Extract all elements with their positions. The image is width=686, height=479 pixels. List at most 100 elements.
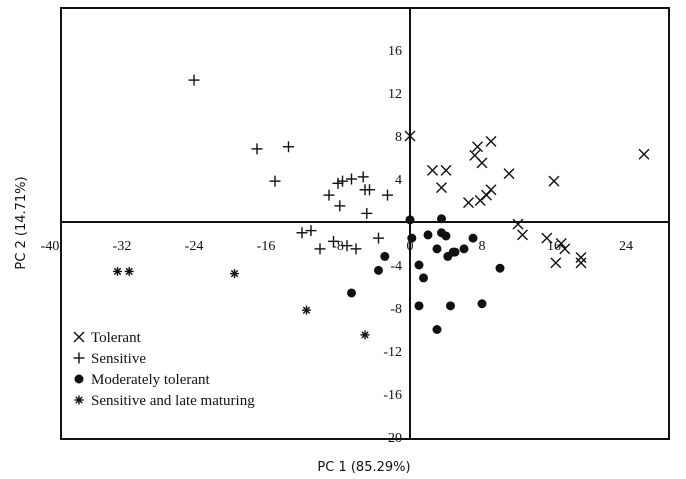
marker-dot — [495, 263, 505, 273]
sensitive-point — [283, 141, 294, 153]
x-tick-label: -8 — [332, 239, 344, 254]
y-tick-label: -20 — [383, 431, 402, 446]
legend-item-moderately-tolerant: Moderately tolerant — [74, 372, 211, 388]
marker-stroke — [440, 164, 452, 176]
moderately-tolerant-point — [419, 273, 428, 283]
marker-stroke — [575, 251, 587, 263]
marker-stroke — [73, 331, 85, 343]
sensitive-late-maturing-point — [360, 330, 370, 340]
marker-stroke — [75, 396, 83, 404]
marker-stroke — [230, 269, 239, 278]
tolerant-point — [555, 238, 567, 249]
legend-marker — [73, 352, 85, 364]
marker-dot — [468, 233, 478, 243]
marker-stroke — [463, 197, 474, 209]
sensitive-late-maturing-point — [230, 269, 239, 279]
sensitive-point — [251, 143, 263, 155]
marker-stroke — [125, 267, 133, 276]
moderately-tolerant-point — [437, 214, 446, 224]
y-tick-labels: -20 -16 -12 -8 -4 4 8 12 16 — [383, 44, 402, 446]
marker-stroke — [302, 306, 311, 314]
marker-stroke — [476, 157, 488, 169]
moderately-tolerant-point — [347, 288, 356, 298]
marker-dot — [477, 299, 487, 309]
sensitive-point — [346, 173, 357, 185]
moderately-tolerant-point — [414, 260, 424, 270]
moderately-tolerant-point — [374, 265, 383, 275]
marker-dot — [374, 265, 383, 275]
moderately-tolerant-point — [432, 244, 442, 254]
y-tick-label: -12 — [383, 345, 402, 360]
marker-dot — [414, 301, 424, 311]
legend-label: Moderately tolerant — [91, 372, 211, 388]
marker-stroke — [550, 257, 562, 269]
x-tick-label: 0 — [407, 239, 414, 254]
sensitive-point — [357, 171, 369, 183]
legend-label: Sensitive — [91, 351, 146, 367]
legend-item-sensitive-late-maturing: Sensitive and late maturing — [74, 393, 255, 409]
moderately-tolerant-point — [423, 230, 433, 240]
y-axis-title: PC 2 (14.71%) — [14, 176, 29, 269]
moderately-tolerant-point — [446, 301, 455, 311]
legend-marker — [74, 395, 84, 405]
sensitive-point — [323, 189, 335, 201]
tolerant-point — [559, 243, 571, 255]
moderately-tolerant-point — [414, 301, 424, 311]
marker-dot — [432, 325, 442, 334]
marker-dot — [446, 301, 455, 311]
marker-stroke — [436, 182, 447, 194]
legend-item-tolerant: Tolerant — [73, 330, 142, 346]
marker-dot — [437, 214, 446, 224]
moderately-tolerant-point — [468, 233, 478, 243]
sensitive-point — [334, 200, 346, 212]
marker-dot — [441, 231, 451, 241]
x-tick-label: 24 — [619, 239, 633, 254]
tolerant-point — [548, 175, 560, 187]
x-tick-label: -32 — [113, 239, 132, 254]
sensitive-point — [364, 184, 375, 196]
y-tick-label: -8 — [390, 302, 402, 317]
marker-stroke — [485, 135, 497, 147]
sensitive-point — [382, 189, 393, 201]
marker-stroke — [638, 148, 650, 160]
legend-marker — [74, 374, 84, 384]
moderately-tolerant-point — [459, 244, 469, 254]
marker-dot — [380, 251, 390, 261]
marker-dot — [74, 374, 84, 384]
sensitive-point — [328, 235, 339, 247]
sensitive-late-maturing-point — [124, 266, 134, 276]
moderately-tolerant-point — [477, 299, 487, 309]
marker-stroke — [517, 229, 528, 241]
sensitive-point — [296, 227, 308, 239]
marker-stroke — [541, 232, 553, 244]
tolerant-point — [550, 257, 562, 269]
marker-stroke — [472, 141, 483, 153]
y-tick-label: 4 — [395, 173, 402, 188]
marker-dot — [347, 288, 356, 298]
marker-stroke — [361, 331, 369, 339]
sensitive-point — [269, 175, 281, 187]
tolerant-point — [638, 148, 650, 160]
sensitive-point — [188, 74, 200, 86]
tolerant-point — [503, 168, 515, 180]
y-tick-label: 16 — [388, 44, 402, 59]
tolerant-point — [404, 130, 416, 142]
tolerant-point — [440, 164, 452, 176]
marker-dot — [414, 260, 424, 270]
legend-marker — [73, 331, 85, 343]
tolerant-point — [517, 229, 528, 241]
marker-stroke — [548, 175, 560, 187]
marker-dot — [423, 230, 433, 240]
y-tick-label: -4 — [390, 259, 402, 274]
x-axis-title: PC 1 (85.29%) — [317, 460, 410, 475]
x-tick-label: -40 — [41, 239, 60, 254]
moderately-tolerant-point — [380, 251, 390, 261]
marker-stroke — [512, 218, 524, 230]
tolerant-point — [472, 141, 483, 153]
sensitive-point — [361, 207, 373, 219]
tolerant-point — [436, 182, 447, 194]
x-tick-label: -16 — [257, 239, 276, 254]
data-points — [113, 74, 650, 340]
y-tick-label: 8 — [395, 130, 402, 145]
